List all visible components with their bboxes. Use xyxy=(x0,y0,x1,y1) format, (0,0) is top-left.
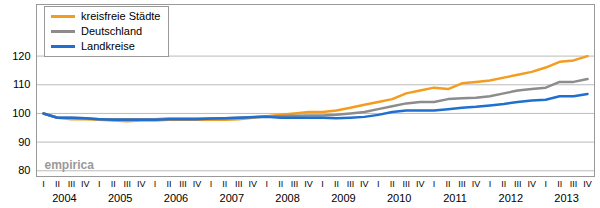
svg-text:IV: IV xyxy=(472,179,481,189)
svg-text:IV: IV xyxy=(248,179,257,189)
svg-text:I: I xyxy=(210,179,213,189)
svg-text:2006: 2006 xyxy=(164,192,188,204)
svg-text:I: I xyxy=(265,179,268,189)
svg-text:2011: 2011 xyxy=(443,192,467,204)
svg-text:II: II xyxy=(557,179,562,189)
svg-text:90: 90 xyxy=(18,136,30,148)
svg-text:IV: IV xyxy=(583,179,592,189)
svg-text:80: 80 xyxy=(18,164,30,176)
svg-text:IV: IV xyxy=(137,179,146,189)
svg-text:II: II xyxy=(501,179,506,189)
svg-text:I: I xyxy=(42,179,45,189)
svg-text:2004: 2004 xyxy=(52,192,76,204)
svg-text:120: 120 xyxy=(12,50,30,62)
html-text:Deutschland: Deutschland xyxy=(81,25,143,37)
svg-text:I: I xyxy=(321,179,324,189)
svg-text:I: I xyxy=(544,179,547,189)
svg-text:II: II xyxy=(278,179,283,189)
svg-text:II: II xyxy=(55,179,60,189)
svg-text:III: III xyxy=(291,179,299,189)
svg-text:III: III xyxy=(514,179,522,189)
svg-text:110: 110 xyxy=(13,78,31,90)
svg-text:I: I xyxy=(377,179,380,189)
svg-text:IV: IV xyxy=(527,179,536,189)
svg-text:III: III xyxy=(458,179,466,189)
svg-text:I: I xyxy=(154,179,157,189)
svg-text:III: III xyxy=(235,179,243,189)
svg-text:III: III xyxy=(179,179,187,189)
svg-text:III: III xyxy=(347,179,355,189)
svg-text:III: III xyxy=(68,179,76,189)
svg-text:II: II xyxy=(167,179,172,189)
svg-text:I: I xyxy=(98,179,101,189)
svg-text:IV: IV xyxy=(193,179,202,189)
svg-text:2005: 2005 xyxy=(108,192,132,204)
svg-text:IV: IV xyxy=(360,179,369,189)
svg-text:2008: 2008 xyxy=(275,192,299,204)
svg-text:2009: 2009 xyxy=(331,192,355,204)
svg-text:III: III xyxy=(570,179,578,189)
svg-text:IV: IV xyxy=(304,179,313,189)
svg-text:I: I xyxy=(489,179,492,189)
svg-text:I: I xyxy=(433,179,436,189)
svg-text:2007: 2007 xyxy=(220,192,244,204)
svg-text:II: II xyxy=(222,179,227,189)
svg-text:empirica: empirica xyxy=(45,158,95,172)
svg-text:III: III xyxy=(402,179,410,189)
svg-text:II: II xyxy=(446,179,451,189)
svg-text:2010: 2010 xyxy=(387,192,411,204)
svg-text:III: III xyxy=(123,179,131,189)
svg-text:II: II xyxy=(334,179,339,189)
svg-text:II: II xyxy=(390,179,395,189)
svg-text:2012: 2012 xyxy=(499,192,523,204)
html-text:kreisfreie Städte: kreisfreie Städte xyxy=(81,10,161,22)
svg-text:II: II xyxy=(111,179,116,189)
html-text:Landkreise: Landkreise xyxy=(81,40,135,52)
svg-text:100: 100 xyxy=(12,107,30,119)
svg-text:IV: IV xyxy=(416,179,425,189)
svg-text:IV: IV xyxy=(81,179,90,189)
svg-text:2013: 2013 xyxy=(554,192,578,204)
